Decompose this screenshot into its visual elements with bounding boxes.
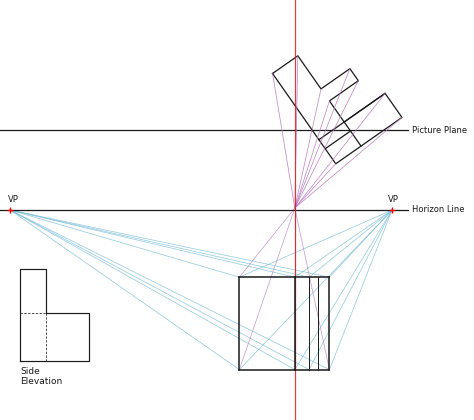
- Text: Picture Plane: Picture Plane: [412, 126, 467, 135]
- Text: Side: Side: [20, 367, 40, 376]
- Text: Horizon Line: Horizon Line: [412, 205, 465, 215]
- Text: Elevation: Elevation: [20, 377, 62, 386]
- Text: VP: VP: [8, 195, 19, 204]
- Text: VP: VP: [388, 195, 399, 204]
